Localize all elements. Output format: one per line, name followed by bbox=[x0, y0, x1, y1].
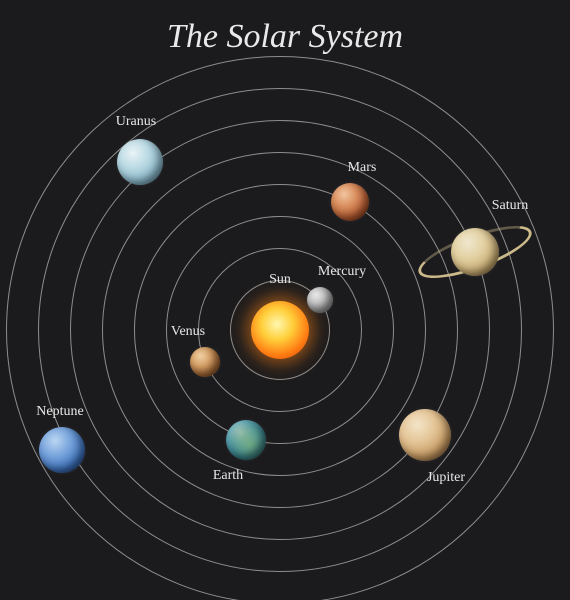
uranus-label: Uranus bbox=[116, 114, 156, 130]
uranus bbox=[117, 139, 163, 185]
neptune-label: Neptune bbox=[36, 404, 83, 420]
neptune bbox=[39, 427, 85, 473]
venus-label: Venus bbox=[171, 324, 205, 340]
mars-label: Mars bbox=[348, 160, 377, 176]
mercury-label: Mercury bbox=[318, 264, 366, 280]
sun-label: Sun bbox=[269, 272, 291, 288]
mars bbox=[331, 183, 369, 221]
solar-system-diagram: The Solar System Sun Mercury Venus Earth Mar… bbox=[0, 0, 570, 600]
venus bbox=[190, 347, 220, 377]
saturn bbox=[451, 228, 499, 276]
sun bbox=[251, 301, 309, 359]
jupiter bbox=[399, 409, 451, 461]
saturn-label: Saturn bbox=[492, 198, 529, 214]
mercury bbox=[307, 287, 333, 313]
jupiter-label: Jupiter bbox=[427, 470, 465, 486]
earth-label: Earth bbox=[213, 468, 243, 484]
earth bbox=[226, 420, 266, 460]
diagram-title: The Solar System bbox=[0, 18, 570, 56]
